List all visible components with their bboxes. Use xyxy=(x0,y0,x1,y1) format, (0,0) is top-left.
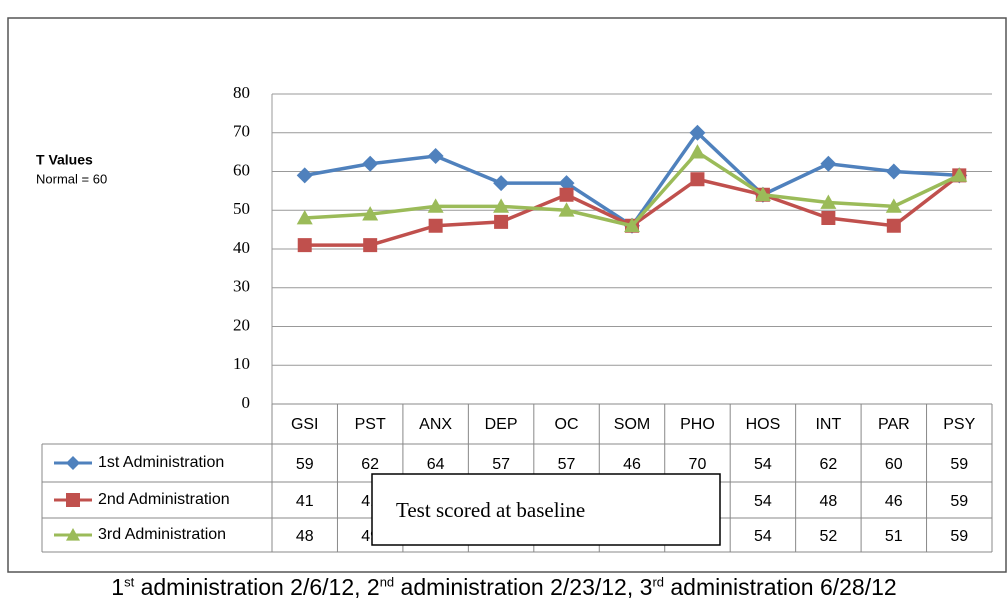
point xyxy=(493,175,510,192)
table-value: 54 xyxy=(754,456,772,473)
table-value: 54 xyxy=(754,493,772,510)
point xyxy=(558,202,575,217)
footnote-part: rd xyxy=(652,574,664,590)
point xyxy=(66,493,80,507)
legend-label: 1st Administration xyxy=(98,454,224,471)
point xyxy=(820,155,837,172)
point xyxy=(689,144,706,159)
y-note: Normal = 60 xyxy=(36,171,107,186)
footnote: 1st administration 2/6/12, 2nd administr… xyxy=(0,574,1008,601)
point xyxy=(886,218,901,233)
footnote-part: 1 xyxy=(111,574,125,600)
point xyxy=(362,206,379,221)
point xyxy=(690,172,705,187)
footnote-part: st xyxy=(124,574,135,590)
legend-label: 3rd Administration xyxy=(98,526,226,543)
point xyxy=(494,214,509,229)
x-tick-label: HOS xyxy=(746,416,781,433)
table-value: 70 xyxy=(689,456,707,473)
x-tick-label: GSI xyxy=(291,416,319,433)
point xyxy=(296,210,313,225)
point xyxy=(427,198,444,213)
x-tick-label: PHO xyxy=(680,416,715,433)
table-value: 46 xyxy=(623,456,641,473)
annotation-box xyxy=(371,473,721,546)
point xyxy=(362,155,379,172)
x-tick-label: INT xyxy=(815,416,841,433)
table-value: 54 xyxy=(754,528,772,545)
table-value: 52 xyxy=(819,528,837,545)
point xyxy=(493,198,510,213)
legend-label: 2nd Administration xyxy=(98,491,230,508)
x-tick-label: PAR xyxy=(878,416,910,433)
table-value: 51 xyxy=(885,528,903,545)
y-tick-label: 60 xyxy=(233,160,250,179)
y-tick-label: 10 xyxy=(233,354,250,373)
x-tick-label: DEP xyxy=(485,416,518,433)
table-value: 59 xyxy=(296,456,314,473)
point xyxy=(820,194,837,209)
table-value: 62 xyxy=(361,456,379,473)
y-tick-label: 70 xyxy=(233,122,250,141)
point xyxy=(428,218,443,233)
x-tick-label: SOM xyxy=(614,416,650,433)
y-tick-label: 50 xyxy=(233,199,250,218)
footnote-part: administration 2/23/12, 3 xyxy=(394,574,653,600)
point xyxy=(885,163,902,180)
y-tick-label: 40 xyxy=(233,238,250,257)
table-value: 59 xyxy=(950,456,968,473)
table-value: 57 xyxy=(492,456,510,473)
footnote-part: administration 2/6/12, 2 xyxy=(134,574,380,600)
footnote-part: administration 6/28/12 xyxy=(664,574,897,600)
point xyxy=(297,238,312,253)
table-value: 57 xyxy=(558,456,576,473)
point xyxy=(821,211,836,225)
footnote-part: nd xyxy=(379,574,395,590)
table-value: 41 xyxy=(296,493,314,510)
x-tick-label: PSY xyxy=(943,416,975,433)
x-tick-label: PST xyxy=(355,416,386,433)
table-value: 48 xyxy=(819,493,837,510)
table-value: 60 xyxy=(885,456,903,473)
table-value: 48 xyxy=(296,528,314,545)
x-tick-label: OC xyxy=(555,416,579,433)
table-value: 46 xyxy=(885,493,903,510)
y-tick-label: 80 xyxy=(233,83,250,102)
point xyxy=(624,217,640,233)
table-value: 59 xyxy=(950,493,968,510)
y-label: T Values xyxy=(36,152,93,168)
point xyxy=(885,198,902,213)
table-value: 64 xyxy=(427,456,445,473)
x-tick-label: ANX xyxy=(419,416,452,433)
annotation: Test scored at baseline xyxy=(396,498,585,522)
point xyxy=(754,186,771,202)
y-tick-label: 30 xyxy=(233,277,250,296)
point xyxy=(66,528,80,541)
chart: T Values Normal = 60 0 10 20 30 40 50 60 70 80 GS… xyxy=(7,17,1007,573)
point xyxy=(951,167,968,182)
table-value: 59 xyxy=(950,528,968,545)
point xyxy=(558,175,575,192)
point xyxy=(66,456,80,470)
point xyxy=(427,148,444,164)
y-tick-label: 20 xyxy=(233,315,250,334)
point xyxy=(296,167,313,184)
y-tick-label: 0 xyxy=(242,393,251,412)
table-value: 62 xyxy=(819,456,837,473)
point xyxy=(363,238,378,253)
point xyxy=(559,187,574,202)
point xyxy=(689,124,706,141)
